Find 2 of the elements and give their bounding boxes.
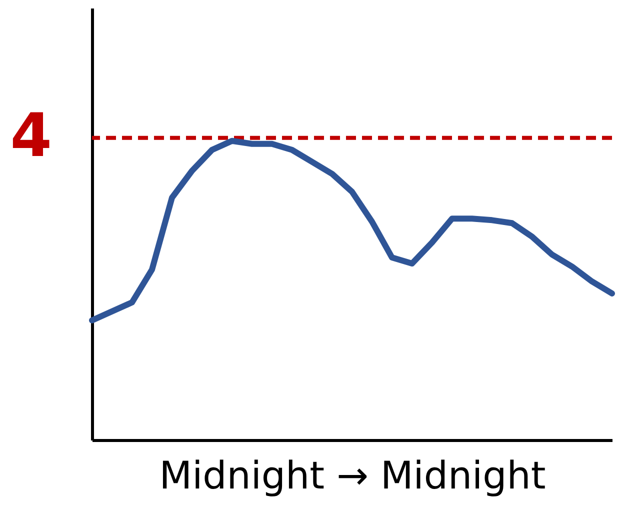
- x-axis-title: Midnight → Midnight: [159, 454, 546, 498]
- text: 4: [10, 100, 52, 171]
